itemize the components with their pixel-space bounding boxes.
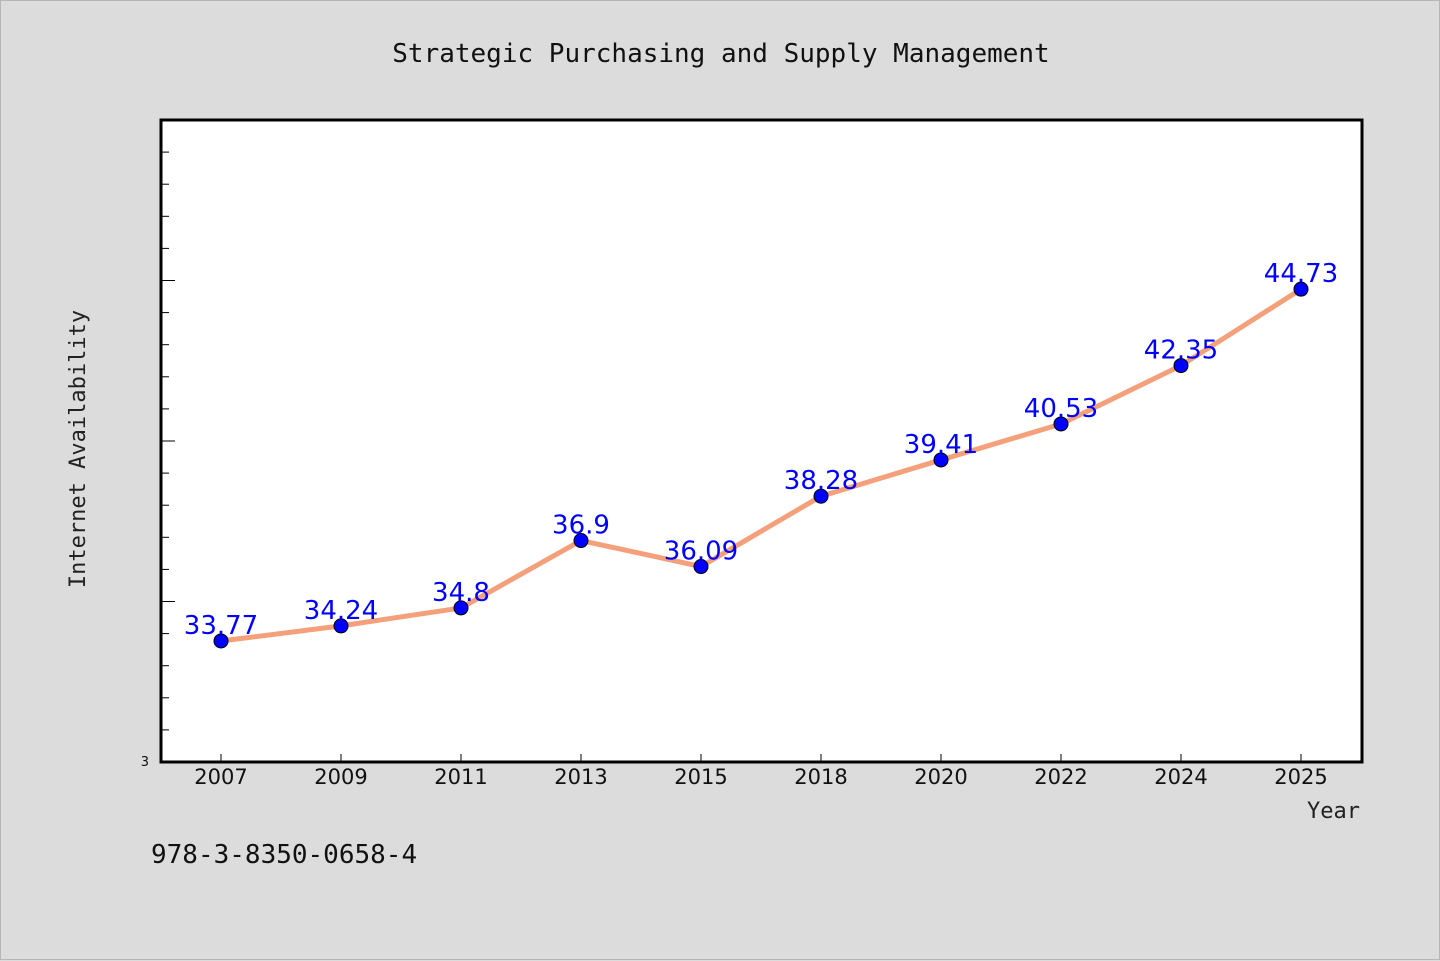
data-point	[933, 452, 949, 468]
data-point	[453, 600, 469, 616]
x-tick-label: 2022	[1034, 765, 1087, 789]
data-point	[333, 618, 349, 634]
x-tick-label: 2020	[914, 765, 967, 789]
data-label: 36.9	[552, 511, 610, 541]
series-line	[218, 286, 1304, 644]
data-point	[213, 633, 229, 649]
y-axis-label: Internet Availability	[66, 310, 91, 588]
data-point	[1293, 281, 1309, 297]
data-point	[693, 559, 709, 575]
data-label: 44.73	[1264, 259, 1338, 289]
data-label: 33.77	[184, 611, 258, 641]
isbn-text: 978-3-8350-0658-4	[151, 840, 417, 870]
data-label: 39.41	[904, 430, 978, 460]
x-tick-label: 2024	[1154, 765, 1207, 789]
data-point	[813, 488, 829, 504]
data-point	[1053, 416, 1069, 432]
x-tick-label: 2015	[674, 765, 727, 789]
y-axis-ticks	[161, 151, 175, 731]
data-point	[573, 533, 589, 549]
data-label: 34.24	[304, 596, 378, 626]
chart-title: Strategic Purchasing and Supply Manageme…	[392, 39, 1049, 69]
data-label: 34.8	[432, 578, 490, 608]
plot-area	[159, 118, 1364, 764]
y-tick-label: 3	[141, 755, 149, 770]
data-label: 40.53	[1024, 394, 1098, 424]
x-tick-label: 2007	[194, 765, 247, 789]
x-tick-label: 2009	[314, 765, 367, 789]
x-axis-label: Year	[1307, 799, 1360, 824]
x-axis: 2007 2009 2011 2013 2015 2018 2020 2022 2024 2025	[194, 754, 1328, 789]
x-tick-label: 2018	[794, 765, 847, 789]
data-label: 36.09	[664, 537, 738, 567]
data-label: 38.28	[784, 466, 858, 496]
series-layer: 33.77 34.24 34.8 36.9 36.09 38.28 39.41 40.53 42…	[184, 259, 1338, 649]
x-tick-label: 2025	[1274, 765, 1327, 789]
x-tick-label: 2011	[434, 765, 487, 789]
data-point	[1173, 358, 1189, 374]
x-tick-label: 2013	[554, 765, 607, 789]
data-label: 42.35	[1144, 336, 1218, 366]
